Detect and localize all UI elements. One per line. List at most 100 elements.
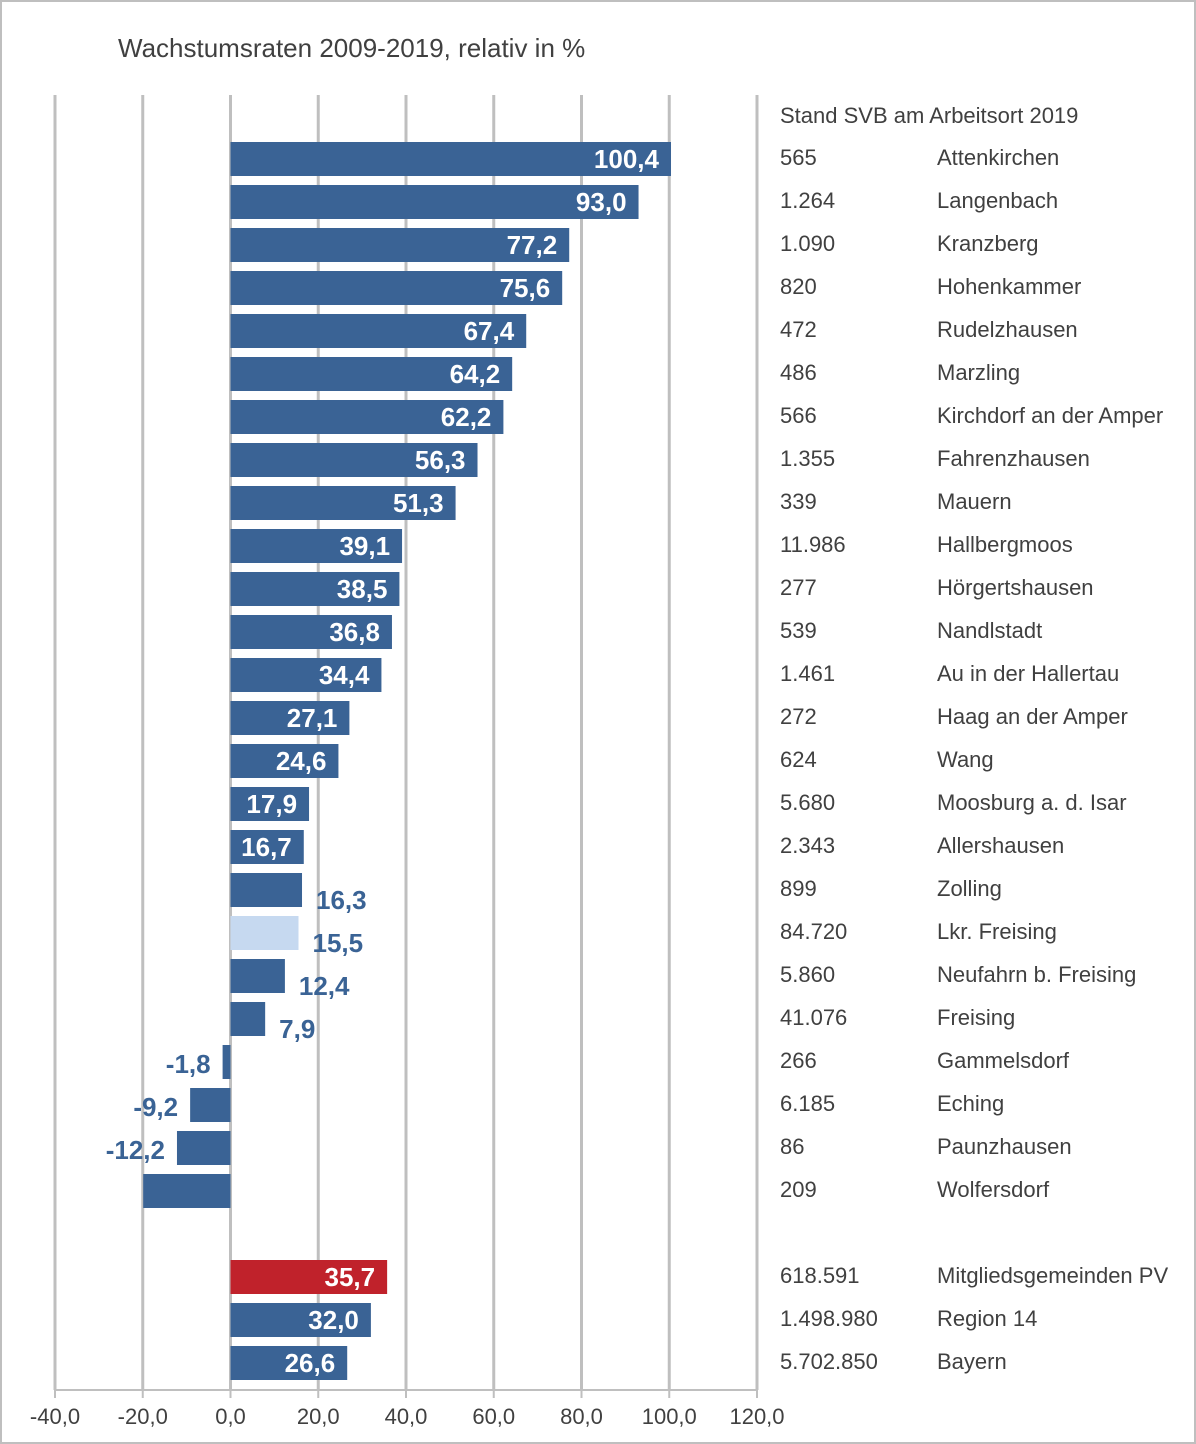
bar: [230, 443, 478, 477]
chart-title: Wachstumsraten 2009-2019, relativ in %: [118, 33, 585, 63]
svb-value: 6.185: [780, 1091, 835, 1116]
svb-value: 1.090: [780, 231, 835, 256]
bar: [230, 1346, 348, 1380]
x-tick-label: 20,0: [297, 1404, 340, 1429]
value-label: 67,4: [464, 316, 515, 346]
bar: [230, 1260, 388, 1294]
value-label: -9,2: [133, 1092, 178, 1122]
svb-value: 41.076: [780, 1005, 847, 1030]
bar: [230, 572, 400, 606]
category-label: Mitgliedsgemeinden PV: [937, 1263, 1168, 1288]
category-label: Allershausen: [937, 833, 1064, 858]
category-label: Freising: [937, 1005, 1015, 1030]
svb-value: 11.986: [780, 532, 846, 557]
svb-value: 472: [780, 317, 817, 342]
value-label: 7,9: [279, 1014, 315, 1044]
value-label: 17,9: [246, 789, 297, 819]
bar: [176, 1131, 231, 1165]
value-label: 32,0: [308, 1305, 359, 1335]
category-label: Fahrenzhausen: [937, 446, 1090, 471]
bar: [230, 400, 504, 434]
value-label: 12,4: [299, 971, 350, 1001]
value-label: -19,9: [72, 1176, 131, 1206]
value-label: 100,4: [594, 144, 660, 174]
svb-value: 5.680: [780, 790, 835, 815]
bar: [222, 1045, 231, 1079]
category-label: Marzling: [937, 360, 1020, 385]
svb-value: 209: [780, 1177, 817, 1202]
svb-value: 277: [780, 575, 817, 600]
category-label: Eching: [937, 1091, 1004, 1116]
svb-value: 272: [780, 704, 817, 729]
svb-value: 820: [780, 274, 817, 299]
bar: [190, 1088, 231, 1122]
x-tick-label: 120,0: [729, 1404, 784, 1429]
x-tick-label: 0,0: [215, 1404, 246, 1429]
category-label: Hörgertshausen: [937, 575, 1094, 600]
bar: [230, 1303, 371, 1337]
bar: [230, 357, 513, 391]
svb-value: 1.264: [780, 188, 835, 213]
category-label: Nandlstadt: [937, 618, 1042, 643]
bar: [230, 916, 299, 950]
value-label: 56,3: [415, 445, 466, 475]
category-label: Attenkirchen: [937, 145, 1059, 170]
category-label: Hohenkammer: [937, 274, 1081, 299]
category-label: Haag an der Amper: [937, 704, 1128, 729]
category-label: Gammelsdorf: [937, 1048, 1070, 1073]
x-tick-label: 60,0: [472, 1404, 515, 1429]
value-label: 16,7: [241, 832, 292, 862]
value-label: 51,3: [393, 488, 444, 518]
x-tick-label: 100,0: [642, 1404, 697, 1429]
bar: [230, 959, 285, 993]
x-tick-label: -40,0: [30, 1404, 80, 1429]
value-label: 62,2: [441, 402, 492, 432]
bar: [230, 615, 392, 649]
svb-value: 1.498.980: [780, 1306, 878, 1331]
x-tick-label: 40,0: [385, 1404, 428, 1429]
svb-value: 339: [780, 489, 817, 514]
x-tick-label: 80,0: [560, 1404, 603, 1429]
svb-value: 5.860: [780, 962, 835, 987]
svb-value: 565: [780, 145, 817, 170]
svb-value: 5.702.850: [780, 1349, 878, 1374]
category-label: Hallbergmoos: [937, 532, 1073, 557]
x-tick-label: -20,0: [118, 1404, 168, 1429]
svb-value: 2.343: [780, 833, 835, 858]
svb-value: 486: [780, 360, 817, 385]
bar: [230, 744, 339, 778]
svb-value: 624: [780, 747, 817, 772]
svb-value: 1.355: [780, 446, 835, 471]
value-label: 24,6: [276, 746, 327, 776]
svb-value: 618.591: [780, 1263, 860, 1288]
svb-value: 899: [780, 876, 817, 901]
bar: [230, 529, 403, 563]
category-label: Mauern: [937, 489, 1012, 514]
value-label: 39,1: [339, 531, 390, 561]
bar: [230, 1002, 266, 1036]
svb-value: 84.720: [780, 919, 847, 944]
bar: [230, 228, 570, 262]
bar: [230, 185, 639, 219]
category-label: Wang: [937, 747, 994, 772]
category-label: Bayern: [937, 1349, 1007, 1374]
value-label: 35,7: [325, 1262, 376, 1292]
category-label: Rudelzhausen: [937, 317, 1078, 342]
value-label: 34,4: [319, 660, 370, 690]
category-label: Wolfersdorf: [937, 1177, 1050, 1202]
category-label: Langenbach: [937, 188, 1058, 213]
bar: [230, 314, 527, 348]
bar: [230, 658, 382, 692]
bar: [230, 787, 310, 821]
bar: [230, 701, 350, 735]
table-header: Stand SVB am Arbeitsort 2019: [780, 103, 1078, 128]
value-label: -1,8: [166, 1049, 211, 1079]
value-label: 38,5: [337, 574, 388, 604]
value-label: 36,8: [329, 617, 380, 647]
category-label: Lkr. Freising: [937, 919, 1057, 944]
svb-value: 1.461: [780, 661, 835, 686]
category-label: Region 14: [937, 1306, 1037, 1331]
category-label: Au in der Hallertau: [937, 661, 1119, 686]
